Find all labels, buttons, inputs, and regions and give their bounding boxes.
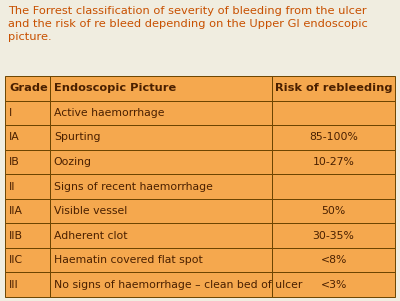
Text: Spurting: Spurting	[54, 132, 100, 142]
Bar	[5, 199, 50, 223]
Bar	[272, 125, 395, 150]
Bar	[272, 199, 395, 223]
Bar	[5, 272, 50, 297]
Text: The Forrest classification of severity of bleeding from the ulcer
and the risk o: The Forrest classification of severity o…	[8, 6, 368, 42]
Bar	[50, 76, 272, 101]
Text: Visible vessel: Visible vessel	[54, 206, 127, 216]
Text: Signs of recent haemorrhage: Signs of recent haemorrhage	[54, 182, 213, 191]
Text: Haematin covered flat spot: Haematin covered flat spot	[54, 255, 203, 265]
Bar	[5, 76, 50, 101]
Text: IIC: IIC	[9, 255, 23, 265]
Bar	[50, 174, 272, 199]
Text: IA: IA	[9, 132, 20, 142]
Text: IB: IB	[9, 157, 20, 167]
Text: IIB: IIB	[9, 231, 23, 240]
Text: II: II	[9, 182, 16, 191]
Bar	[5, 174, 50, 199]
Text: Oozing: Oozing	[54, 157, 92, 167]
Text: Risk of rebleeding: Risk of rebleeding	[275, 83, 392, 93]
Bar	[272, 223, 395, 248]
Bar	[272, 150, 395, 174]
Text: I: I	[9, 108, 12, 118]
Bar	[50, 101, 272, 125]
Bar	[5, 248, 50, 272]
Text: 85-100%: 85-100%	[309, 132, 358, 142]
Bar	[272, 76, 395, 101]
Text: <3%: <3%	[320, 280, 347, 290]
Text: 30-35%: 30-35%	[313, 231, 354, 240]
Text: <8%: <8%	[320, 255, 347, 265]
Text: Grade: Grade	[9, 83, 48, 93]
Bar	[50, 248, 272, 272]
Bar	[272, 101, 395, 125]
Bar	[272, 174, 395, 199]
Text: Endoscopic Picture: Endoscopic Picture	[54, 83, 176, 93]
Text: Active haemorrhage: Active haemorrhage	[54, 108, 164, 118]
Bar	[5, 101, 50, 125]
Bar	[50, 272, 272, 297]
Text: III: III	[9, 280, 19, 290]
Bar	[5, 150, 50, 174]
Text: Adherent clot: Adherent clot	[54, 231, 127, 240]
Bar	[50, 223, 272, 248]
Bar	[272, 248, 395, 272]
Text: 50%: 50%	[322, 206, 346, 216]
Bar	[5, 223, 50, 248]
Bar	[5, 125, 50, 150]
Bar	[50, 150, 272, 174]
Text: No signs of haemorrhage – clean bed of ulcer: No signs of haemorrhage – clean bed of u…	[54, 280, 302, 290]
Text: 10-27%: 10-27%	[313, 157, 354, 167]
Bar	[50, 199, 272, 223]
Text: IIA: IIA	[9, 206, 23, 216]
Bar	[272, 272, 395, 297]
Bar	[50, 125, 272, 150]
